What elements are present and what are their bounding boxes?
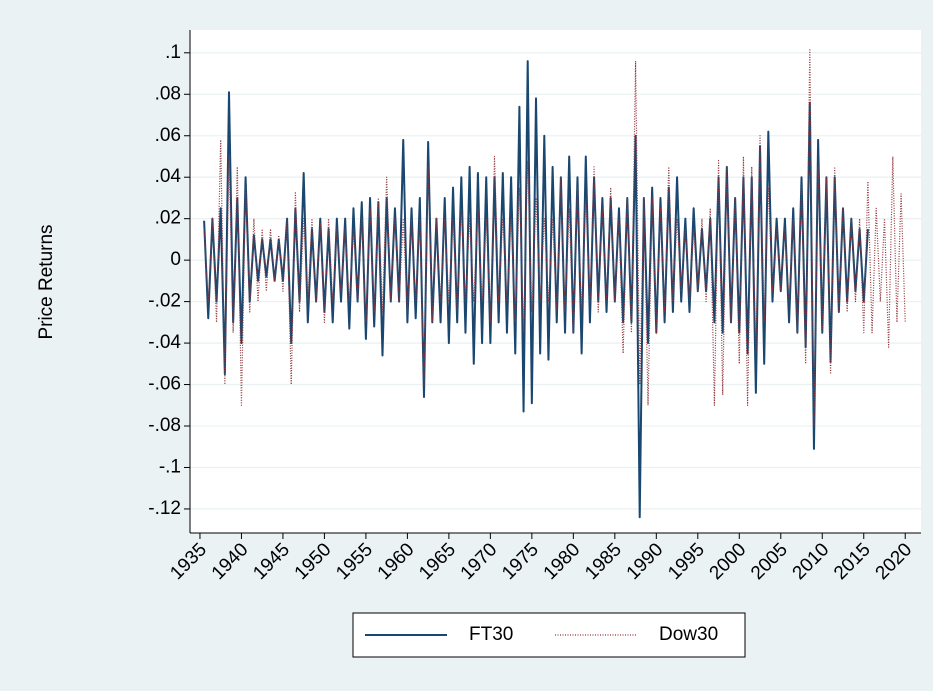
y-tick-label: -.1 bbox=[159, 456, 181, 477]
legend-label: Dow30 bbox=[659, 624, 718, 645]
y-tick-label: -.12 bbox=[148, 498, 181, 519]
legend-label: FT30 bbox=[469, 624, 513, 645]
y-tick-label: .1 bbox=[165, 42, 181, 63]
series-line bbox=[203, 48, 906, 427]
y-tick-label: -.02 bbox=[148, 291, 181, 312]
y-tick-label: -.08 bbox=[148, 415, 181, 436]
y-tick-label: -.04 bbox=[148, 332, 181, 353]
lines bbox=[203, 48, 906, 519]
y-axis-title: Price Returns bbox=[36, 224, 57, 339]
y-tick-label: -.06 bbox=[148, 374, 181, 395]
y-tick-label: .02 bbox=[155, 208, 181, 229]
y-tick-label: .04 bbox=[155, 166, 182, 187]
y-tick-label: .08 bbox=[155, 83, 181, 104]
y-tick-label: 0 bbox=[170, 249, 181, 270]
legend: FT30 Dow30 bbox=[352, 612, 746, 658]
y-tick-label: .06 bbox=[155, 125, 181, 146]
